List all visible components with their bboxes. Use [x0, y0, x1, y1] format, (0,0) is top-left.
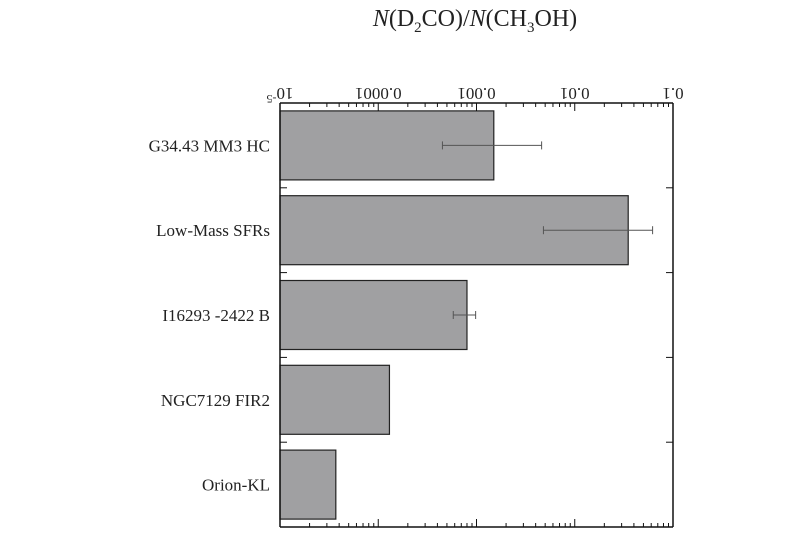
title-n2: N: [469, 6, 488, 32]
x-tick-base: 10: [277, 84, 294, 103]
x-tick-label: 0.0001: [355, 84, 402, 103]
category-label: G34.43 MM3 HC: [149, 136, 270, 155]
x-tick-label: 0.01: [560, 84, 590, 103]
x-tick-label: 0.001: [457, 84, 495, 103]
x-tick-label: 10-5: [267, 84, 294, 106]
title-sub-2: 2: [414, 20, 422, 36]
x-tick-text: 0.001: [457, 84, 495, 103]
labels-layer: G34.43 MM3 HC Low-Mass SFRs I16293 -2422 B…: [149, 84, 684, 495]
title-co: CO)/: [422, 6, 470, 32]
bar: [279, 279, 468, 351]
title-n1: N: [372, 6, 391, 32]
title-ch: (CH: [486, 6, 527, 32]
title-oh: OH): [535, 6, 578, 32]
title-sub-3: 3: [527, 20, 535, 36]
x-tick-text: 0.01: [560, 84, 590, 103]
bar: [279, 449, 337, 520]
x-tick-text: 0.0001: [355, 84, 402, 103]
axes-layer: [279, 102, 674, 528]
category-label: Orion-KL: [202, 476, 270, 495]
x-tick-label: 0.1: [662, 84, 683, 103]
category-label: I16293 -2422 B: [162, 306, 270, 325]
errorbars-layer: [441, 141, 654, 319]
category-label: NGC7129 FIR2: [161, 391, 270, 410]
x-tick-exponent: -5: [267, 92, 277, 106]
category-label: Low-Mass SFRs: [156, 221, 270, 240]
chart-title: N(D2CO)/N(CH3OH): [372, 6, 577, 36]
bar: [279, 364, 391, 435]
title-d: (D: [389, 6, 414, 32]
x-tick-text: 0.1: [662, 84, 683, 103]
